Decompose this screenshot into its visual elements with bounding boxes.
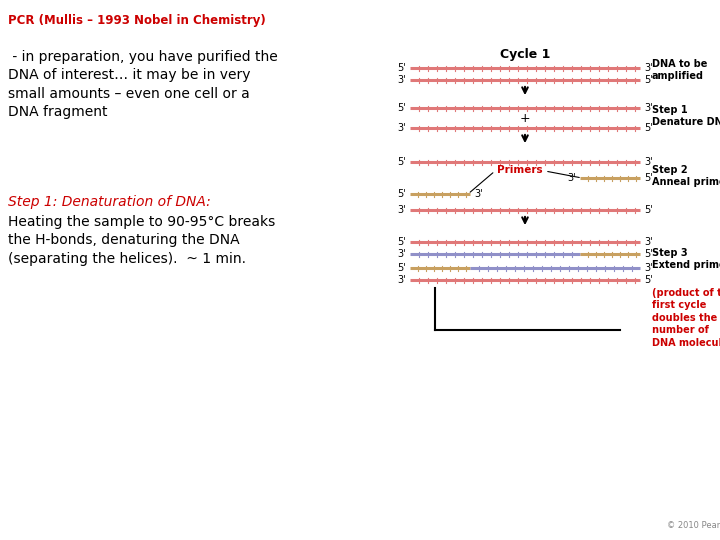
Text: PCR (Mullis – 1993 Nobel in Chemistry): PCR (Mullis – 1993 Nobel in Chemistry) xyxy=(8,14,266,27)
Text: 3': 3' xyxy=(397,205,406,215)
Text: 5': 5' xyxy=(644,75,653,85)
Text: 3': 3' xyxy=(397,275,406,285)
Text: Cycle 1: Cycle 1 xyxy=(500,48,550,61)
Text: 5': 5' xyxy=(644,275,653,285)
Text: 5': 5' xyxy=(644,205,653,215)
Text: 5': 5' xyxy=(397,189,406,199)
Text: Heating the sample to 90-95°C breaks
the H-bonds, denaturing the DNA
(separating: Heating the sample to 90-95°C breaks the… xyxy=(8,215,275,266)
Text: - in preparation, you have purified the
DNA of interest… it may be in very
small: - in preparation, you have purified the … xyxy=(8,50,278,119)
Text: 3': 3' xyxy=(567,173,576,183)
Text: 5': 5' xyxy=(397,103,406,113)
Text: 3': 3' xyxy=(397,75,406,85)
Text: 5': 5' xyxy=(644,249,653,259)
Text: 5': 5' xyxy=(397,237,406,247)
Text: Step 1
Denature DNA: Step 1 Denature DNA xyxy=(652,105,720,127)
Text: 5': 5' xyxy=(644,123,653,133)
Text: © 2010 Pearso: © 2010 Pearso xyxy=(667,521,720,530)
Text: 3': 3' xyxy=(397,123,406,133)
Text: 3': 3' xyxy=(644,63,652,73)
Text: 5': 5' xyxy=(644,173,653,183)
Text: 3': 3' xyxy=(397,249,406,259)
Text: Step 3
Extend primers: Step 3 Extend primers xyxy=(652,248,720,270)
Text: 3': 3' xyxy=(644,157,652,167)
Text: 3': 3' xyxy=(644,263,652,273)
Text: (product of the
first cycle
doubles the
number of
DNA molecules): (product of the first cycle doubles the … xyxy=(652,288,720,348)
Text: +: + xyxy=(520,111,531,125)
Text: Step 2
Anneal primers: Step 2 Anneal primers xyxy=(652,165,720,187)
Text: 3': 3' xyxy=(644,103,652,113)
Text: 5': 5' xyxy=(397,263,406,273)
Text: 3': 3' xyxy=(474,189,482,199)
Text: DNA to be
amplified: DNA to be amplified xyxy=(652,59,707,81)
Text: 5': 5' xyxy=(397,63,406,73)
Text: Step 1: Denaturation of DNA:: Step 1: Denaturation of DNA: xyxy=(8,195,211,209)
Text: 5': 5' xyxy=(397,157,406,167)
Text: Primers: Primers xyxy=(498,165,543,175)
Text: 3': 3' xyxy=(644,237,652,247)
